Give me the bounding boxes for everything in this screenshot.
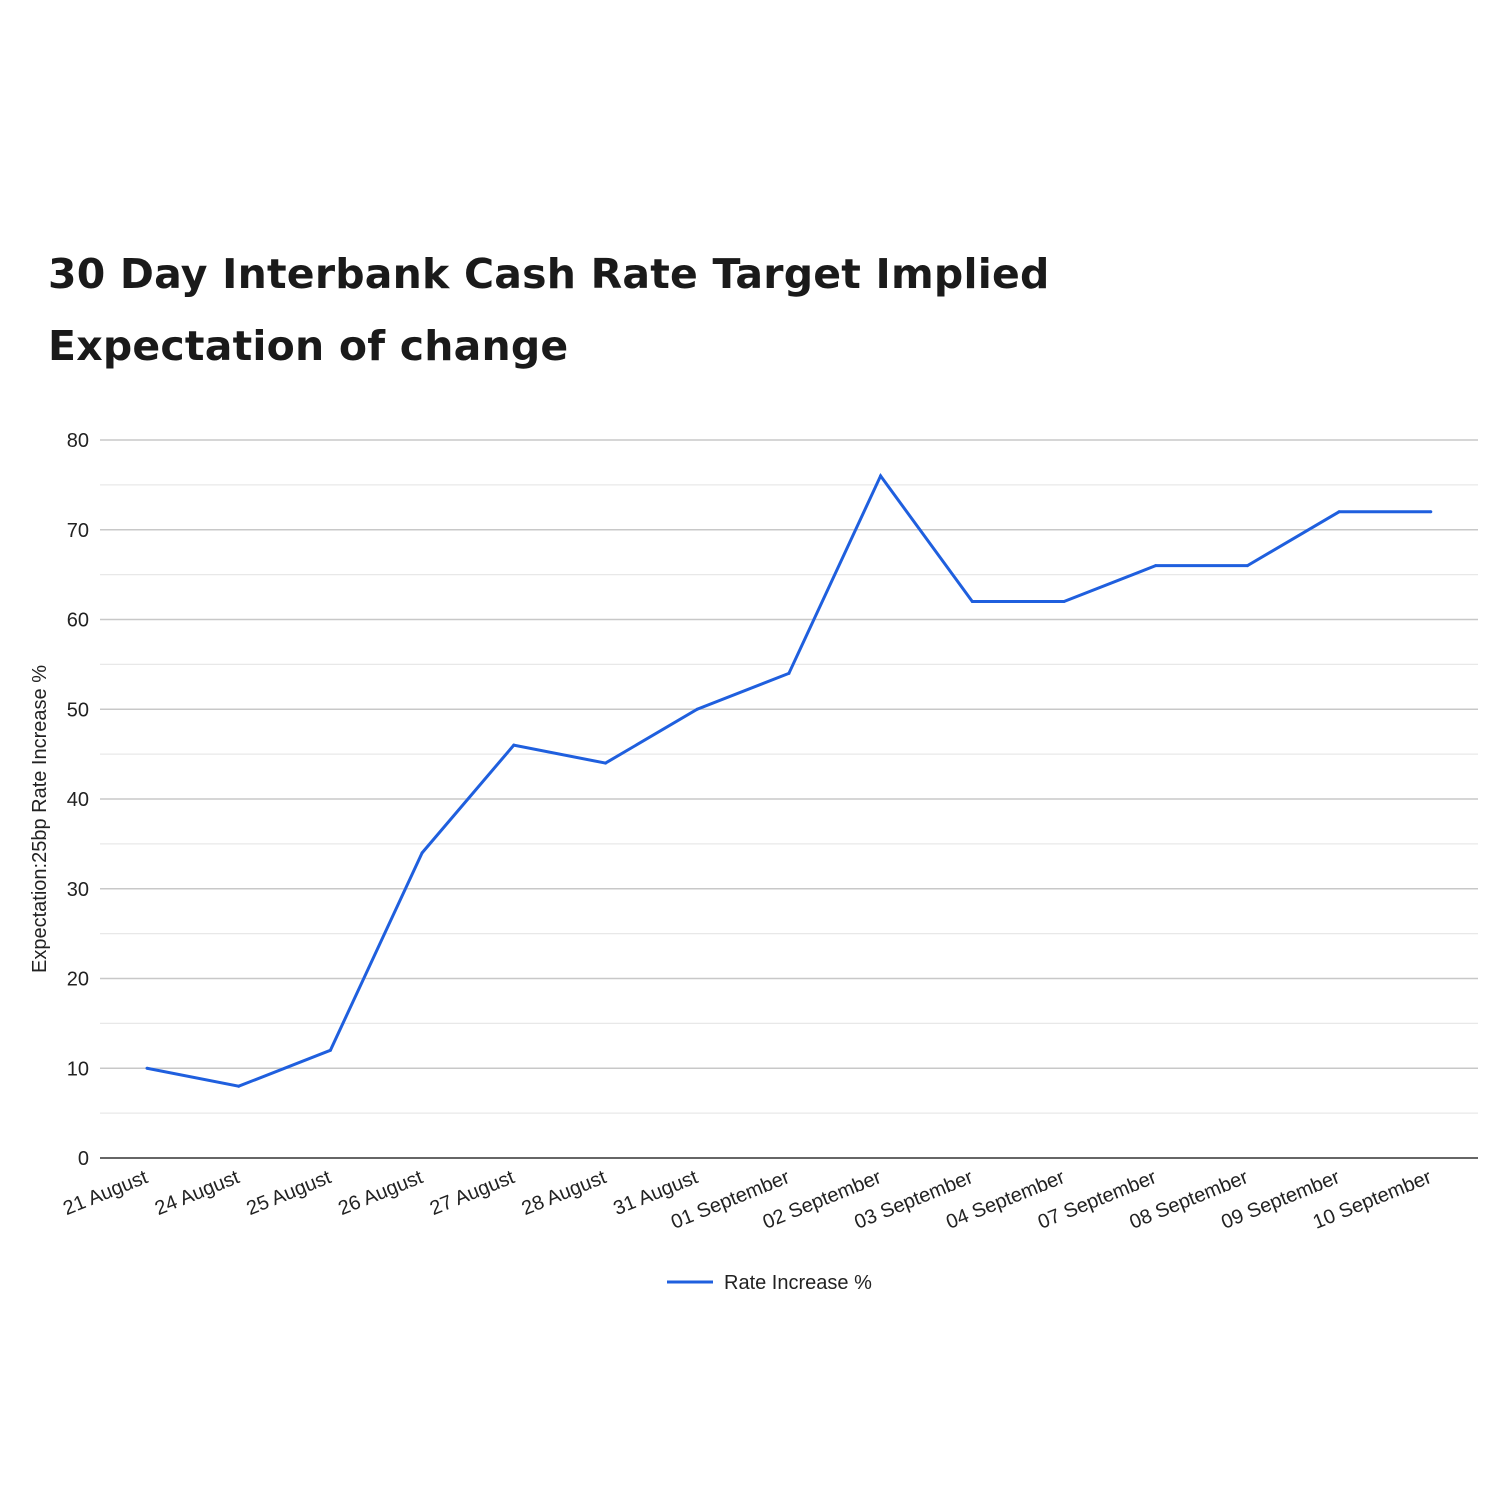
y-tick-label: 80 (67, 430, 89, 452)
x-tick-label: 27 August (427, 1166, 518, 1220)
y-tick-label: 0 (78, 1148, 89, 1170)
data-point (328, 1048, 332, 1052)
series-layer (145, 472, 1433, 1088)
data-point (787, 671, 791, 675)
data-point (879, 474, 883, 478)
data-point (420, 851, 424, 855)
x-tick-label: 24 August (152, 1166, 243, 1220)
data-point (237, 1084, 241, 1088)
x-tick-labels: 21 August 24 August 25 August 26 August 27 A… (60, 1166, 1435, 1234)
data-point (512, 743, 516, 747)
y-tick-labels: 0 10 20 30 40 50 60 70 80 (67, 430, 89, 1170)
data-point (1062, 600, 1066, 604)
data-point (1154, 564, 1158, 568)
y-axis-title: Expectation:25bp Rate Increase % (29, 665, 51, 973)
y-tick-label: 20 (67, 969, 89, 991)
data-point (1245, 564, 1249, 568)
chart-title-line-1: 30 Day Interbank Cash Rate Target Implie… (48, 250, 1050, 298)
x-tick-label: 28 August (519, 1166, 610, 1220)
data-point (604, 761, 607, 765)
gridlines (100, 439, 1478, 1114)
data-point (970, 600, 974, 604)
y-tick-label: 30 (67, 879, 89, 901)
x-tick-label: 21 August (60, 1166, 151, 1220)
x-tick-label: 25 August (244, 1166, 335, 1220)
x-tick-label: 26 August (335, 1166, 426, 1220)
y-tick-label: 50 (67, 699, 89, 721)
legend-label-rate-increase: Rate Increase % (724, 1272, 872, 1294)
data-point (695, 707, 699, 711)
data-point (1337, 510, 1341, 514)
y-tick-label: 60 (67, 610, 89, 632)
legend: Rate Increase % (667, 1272, 872, 1294)
data-point (1429, 510, 1433, 514)
y-tick-label: 10 (67, 1058, 89, 1080)
y-tick-label: 40 (67, 789, 89, 811)
data-point (145, 1066, 149, 1070)
chart-title-line-2: Expectation of change (48, 322, 569, 370)
series-line-rate-increase (146, 472, 1431, 1088)
y-tick-label: 70 (67, 520, 89, 542)
chart-title: 30 Day Interbank Cash Rate Target Implie… (48, 238, 1148, 382)
